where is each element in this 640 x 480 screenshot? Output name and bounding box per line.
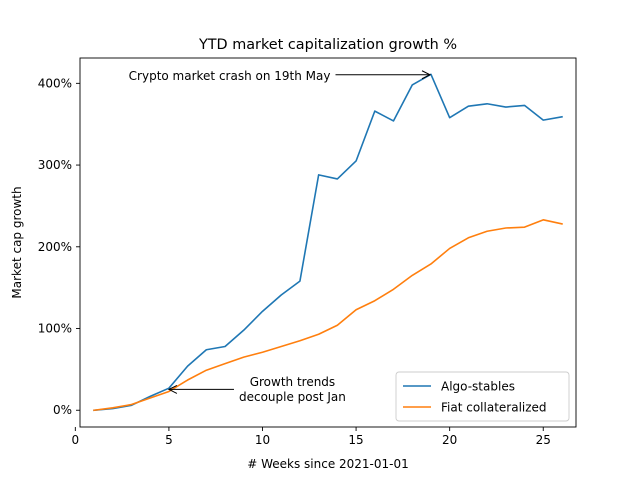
plot-area: 0 5 10 15 20 25 0% 100% 200% 300% 400% Crypto mar…	[38, 57, 577, 447]
y-tick-label: 100%	[38, 322, 72, 336]
series-line-0	[93, 73, 563, 412]
legend-items: Algo-stables Fiat collateralized	[403, 380, 547, 415]
legend: Algo-stables Fiat collateralized	[395, 371, 570, 422]
plot-frame	[79, 57, 577, 428]
y-axis-ticks: 0% 100% 200% 300% 400%	[38, 76, 80, 417]
x-tick-label: 25	[536, 433, 551, 447]
annotation-text: decouple post Jan	[239, 390, 346, 404]
x-tick-label: 20	[442, 433, 457, 447]
x-axis-label: # Weeks since 2021-01-01	[247, 457, 409, 471]
annotation-text: Crypto market crash on 19th May	[129, 69, 331, 83]
legend-frame	[395, 371, 570, 422]
annotation-crash: Crypto market crash on 19th May	[129, 69, 432, 83]
legend-label-1: Fiat collateralized	[441, 401, 547, 415]
y-tick-label: 0%	[53, 403, 72, 417]
annotation-arrow-head	[421, 70, 432, 80]
x-tick-label: 10	[255, 433, 270, 447]
annotation-text: Growth trends	[250, 375, 335, 389]
x-axis-ticks: 0 5 10 15 20 25	[72, 427, 551, 447]
y-axis-label: Market cap growth	[10, 186, 24, 298]
chart-title: YTD market capitalization growth %	[198, 37, 457, 53]
annotation-layer: Crypto market crash on 19th May Growth tr…	[129, 69, 432, 404]
x-tick-label: 15	[348, 433, 363, 447]
x-tick-label: 5	[165, 433, 173, 447]
y-tick-label: 200%	[38, 240, 72, 254]
legend-label-0: Algo-stables	[441, 380, 515, 394]
x-tick-label: 0	[72, 433, 80, 447]
y-tick-label: 400%	[38, 76, 72, 90]
annotation-arrow-head	[167, 384, 178, 394]
y-tick-label: 300%	[38, 158, 72, 172]
